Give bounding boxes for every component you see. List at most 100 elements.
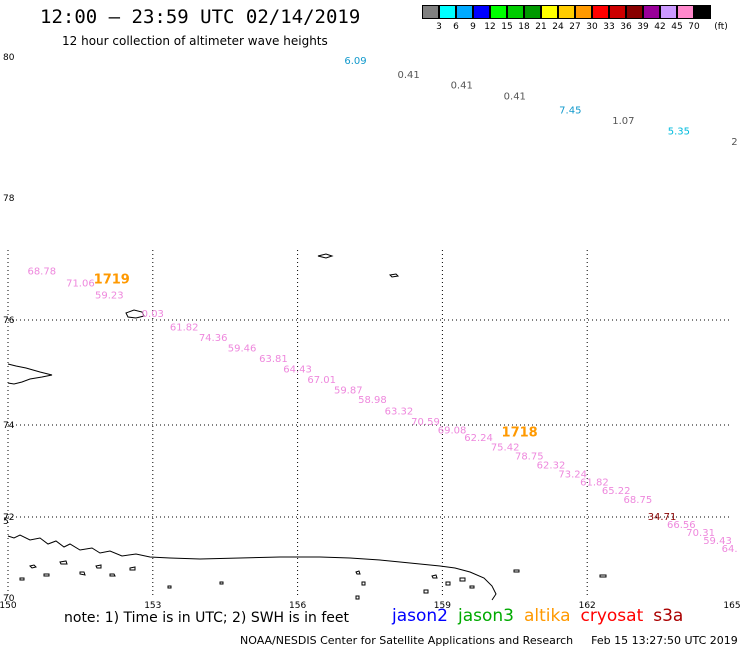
scale-swatch	[677, 5, 694, 19]
scale-label: 3	[436, 22, 442, 32]
wave-height-value: 74.36	[199, 333, 228, 344]
longitude-label: 153	[144, 601, 161, 611]
wave-height-value: 68.78	[27, 266, 56, 277]
wave-height-value: 70.59	[411, 417, 440, 428]
scale-swatch	[541, 5, 558, 19]
wave-height-value: 64.43	[283, 365, 312, 376]
wave-height-value: 62.32	[537, 461, 566, 472]
footer-timestamp: Feb 15 13:27:50 UTC 2019	[591, 634, 738, 647]
latitude-label: 80	[3, 53, 15, 63]
wave-height-value: 59.87	[334, 386, 363, 397]
latitude-label: 74	[3, 421, 15, 431]
wave-height-value: 2	[731, 137, 737, 148]
map-subtitle: 12 hour collection of altimeter wave hei…	[62, 34, 328, 48]
latitude-label-partial: 5	[3, 517, 9, 527]
scale-swatch	[660, 5, 677, 19]
scale-swatch	[422, 5, 439, 19]
longitude-label: 159	[434, 601, 451, 611]
legend-entry-s3a: s3a	[653, 606, 684, 626]
wave-height-value: 69.08	[438, 425, 467, 436]
map-axis-labels: 80 78 76 74 72 70 5 150 153 156 159 162 165	[0, 53, 740, 611]
scale-swatch	[439, 5, 456, 19]
wave-height-value: 68.75	[624, 495, 653, 506]
wave-height-value: 34.71	[648, 512, 677, 523]
scale-label: 24	[552, 22, 564, 32]
scale-label: 18	[518, 22, 530, 32]
scale-swatch	[643, 5, 660, 19]
wave-height-value: 5.35	[668, 127, 690, 138]
wave-height-value: 0.41	[397, 70, 419, 81]
wave-height-value: 0.41	[504, 91, 526, 102]
scale-label: 36	[620, 22, 632, 32]
island-3	[388, 273, 400, 278]
scale-swatch	[507, 5, 524, 19]
wave-height-value: 62.24	[464, 433, 493, 444]
wave-height-value: 70.31	[686, 528, 715, 539]
footer-credit: NOAA/NESDIS Center for Satellite Applica…	[240, 634, 574, 647]
scale-swatch	[592, 5, 609, 19]
wave-height-value: 64.	[722, 544, 738, 555]
scale-swatch	[490, 5, 507, 19]
wrangel-island	[7, 363, 53, 385]
lat-lon-grid	[7, 250, 732, 598]
latitude-label: 78	[3, 194, 15, 204]
island-2	[317, 253, 334, 259]
scale-label: 45	[671, 22, 683, 32]
alaska-coastline	[7, 534, 497, 601]
time-markers: 1719 1718	[94, 272, 538, 440]
island-1	[125, 309, 145, 319]
wave-height-observations: 6.090.410.410.417.451.075.35268.7871.065…	[27, 56, 737, 555]
scale-swatch	[575, 5, 592, 19]
time-marker: 1718	[502, 426, 538, 441]
wave-height-value: 73.24	[558, 469, 587, 480]
scale-swatch	[609, 5, 626, 19]
coastline	[7, 253, 607, 601]
scale-label: 9	[470, 22, 476, 32]
longitude-label: 162	[579, 601, 596, 611]
wave-height-value: 66.56	[667, 520, 696, 531]
latitude-label: 72	[3, 513, 14, 523]
legend-entry-altika: altika	[524, 606, 571, 626]
wave-height-value: 63.32	[385, 407, 414, 418]
wave-height-value: 59.43	[703, 536, 732, 547]
scale-swatch	[524, 5, 541, 19]
latitude-label: 70	[3, 594, 15, 604]
map-note: note: 1) Time is in UTC; 2) SWH is in fe…	[64, 610, 350, 626]
longitude-label: 156	[289, 601, 306, 611]
scale-unit: (ft)	[714, 22, 728, 32]
scale-label: 27	[569, 22, 581, 32]
scale-label: 39	[637, 22, 649, 32]
wave-height-value: 61.82	[580, 478, 609, 489]
wave-height-value: 59.23	[95, 291, 124, 302]
time-marker: 1719	[94, 272, 130, 287]
scale-label: 12	[484, 22, 496, 32]
wave-height-value: 78.75	[515, 452, 544, 463]
wave-height-value: 0.41	[451, 81, 473, 92]
legend-entry-jason2: jason2	[392, 606, 448, 626]
scale-swatch	[694, 5, 711, 19]
longitude-label: 150	[0, 601, 17, 611]
wave-height-value: 58.98	[358, 395, 387, 406]
wave-height-value: 71.06	[66, 278, 95, 289]
scale-label: 21	[535, 22, 547, 32]
latitude-label: 76	[3, 316, 15, 326]
wave-height-value: 6.09	[344, 56, 366, 67]
wave-height-value: 59.46	[228, 344, 257, 355]
map-footer: NOAA/NESDIS Center for Satellite Applica…	[240, 634, 738, 647]
small-islands	[19, 560, 607, 600]
scale-label: 42	[654, 22, 666, 32]
scale-swatch	[558, 5, 575, 19]
scale-label: 33	[603, 22, 615, 32]
scale-label: 30	[586, 22, 598, 32]
scale-swatch	[626, 5, 643, 19]
longitude-label: 165	[723, 601, 740, 611]
legend-entry-cryosat: cryosat	[580, 606, 644, 626]
wave-height-value: 75.42	[491, 442, 520, 453]
wave-height-value: 61.82	[170, 323, 199, 334]
legend-entry-jason3: jason3	[458, 606, 514, 626]
wave-height-value: 0.03	[142, 309, 164, 320]
scale-label: 70	[688, 22, 700, 32]
scale-label: 15	[501, 22, 513, 32]
wave-height-value: 65.22	[602, 486, 631, 497]
